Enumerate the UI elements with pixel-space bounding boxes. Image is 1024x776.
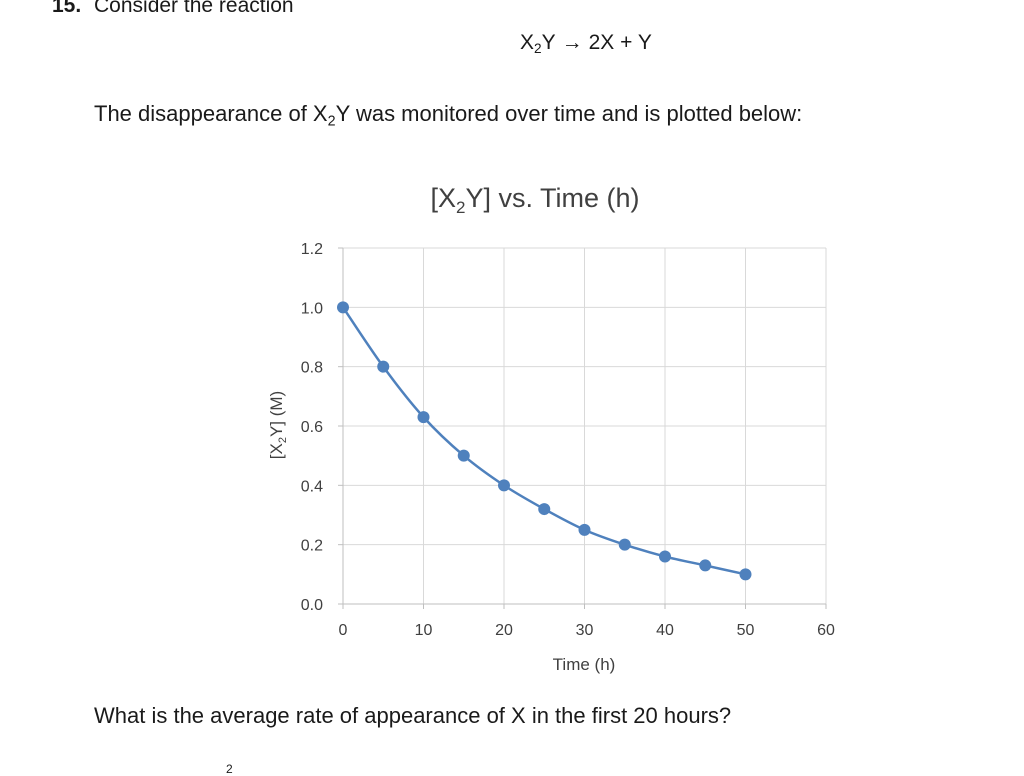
data-point (417, 411, 430, 424)
data-point (538, 503, 551, 516)
reactant-subscript: 2 (534, 41, 542, 57)
data-point (337, 301, 349, 314)
intro-before: The disappearance of X (94, 101, 328, 126)
data-point (457, 449, 470, 462)
data-point (659, 550, 671, 563)
concentration-chart: 0.0 0.2 0.4 0.6 0.8 1.0 1.2 0 10 20 30 40 50 60 [X2Y]… (267, 183, 835, 674)
y-tick-label: 0.8 (301, 360, 323, 377)
data-point (699, 559, 712, 572)
x-tick-label: 50 (737, 622, 755, 639)
chart-grid (338, 247, 827, 609)
chart-title: [X2Y] vs. Time (h) (430, 183, 639, 217)
x-tick-label: 0 (339, 622, 348, 639)
data-points (337, 301, 752, 581)
x-tick-label: 40 (656, 622, 674, 639)
data-point (618, 538, 631, 551)
y-tick-label: 0.6 (301, 419, 323, 436)
question-number: 15. (52, 0, 82, 17)
question-prompt: Consider the reaction (94, 0, 294, 17)
chart-tick-labels: 0.0 0.2 0.4 0.6 0.8 1.0 1.2 0 10 20 30 40 50 60 (301, 241, 835, 639)
reactant-base: X (520, 31, 535, 54)
x-axis-label: Time (h) (553, 655, 616, 674)
y-tick-label: 0.4 (301, 478, 323, 495)
y-tick-label: 1.0 (301, 300, 323, 317)
y-tick-label: 0.0 (301, 597, 323, 614)
data-point (578, 523, 591, 536)
partial-bottom-text: 2 (226, 762, 233, 776)
intro-subscript: 2 (327, 113, 336, 130)
reactant-end: Y (541, 31, 556, 54)
intro-sentence: The disappearance of X2Y was monitored o… (94, 101, 803, 130)
data-point (498, 479, 510, 492)
data-point (377, 360, 390, 373)
x-tick-label: 20 (495, 622, 513, 639)
y-axis-label: [X2Y] (M) (267, 391, 289, 459)
x-tick-label: 60 (817, 622, 835, 639)
reaction-equation: X2Y → 2X + Y (520, 31, 652, 55)
x-tick-label: 10 (415, 622, 433, 639)
reaction-products: 2X + Y (588, 31, 652, 54)
x-tick-label: 30 (576, 622, 594, 639)
data-point (739, 568, 752, 581)
intro-after: Y was monitored over time and is plotted… (335, 101, 803, 126)
y-tick-label: 0.2 (301, 538, 323, 555)
reaction-arrow: → (561, 31, 583, 54)
question-text: What is the average rate of appearance o… (94, 703, 732, 728)
series-line (341, 306, 746, 576)
y-tick-label: 1.2 (301, 241, 323, 258)
